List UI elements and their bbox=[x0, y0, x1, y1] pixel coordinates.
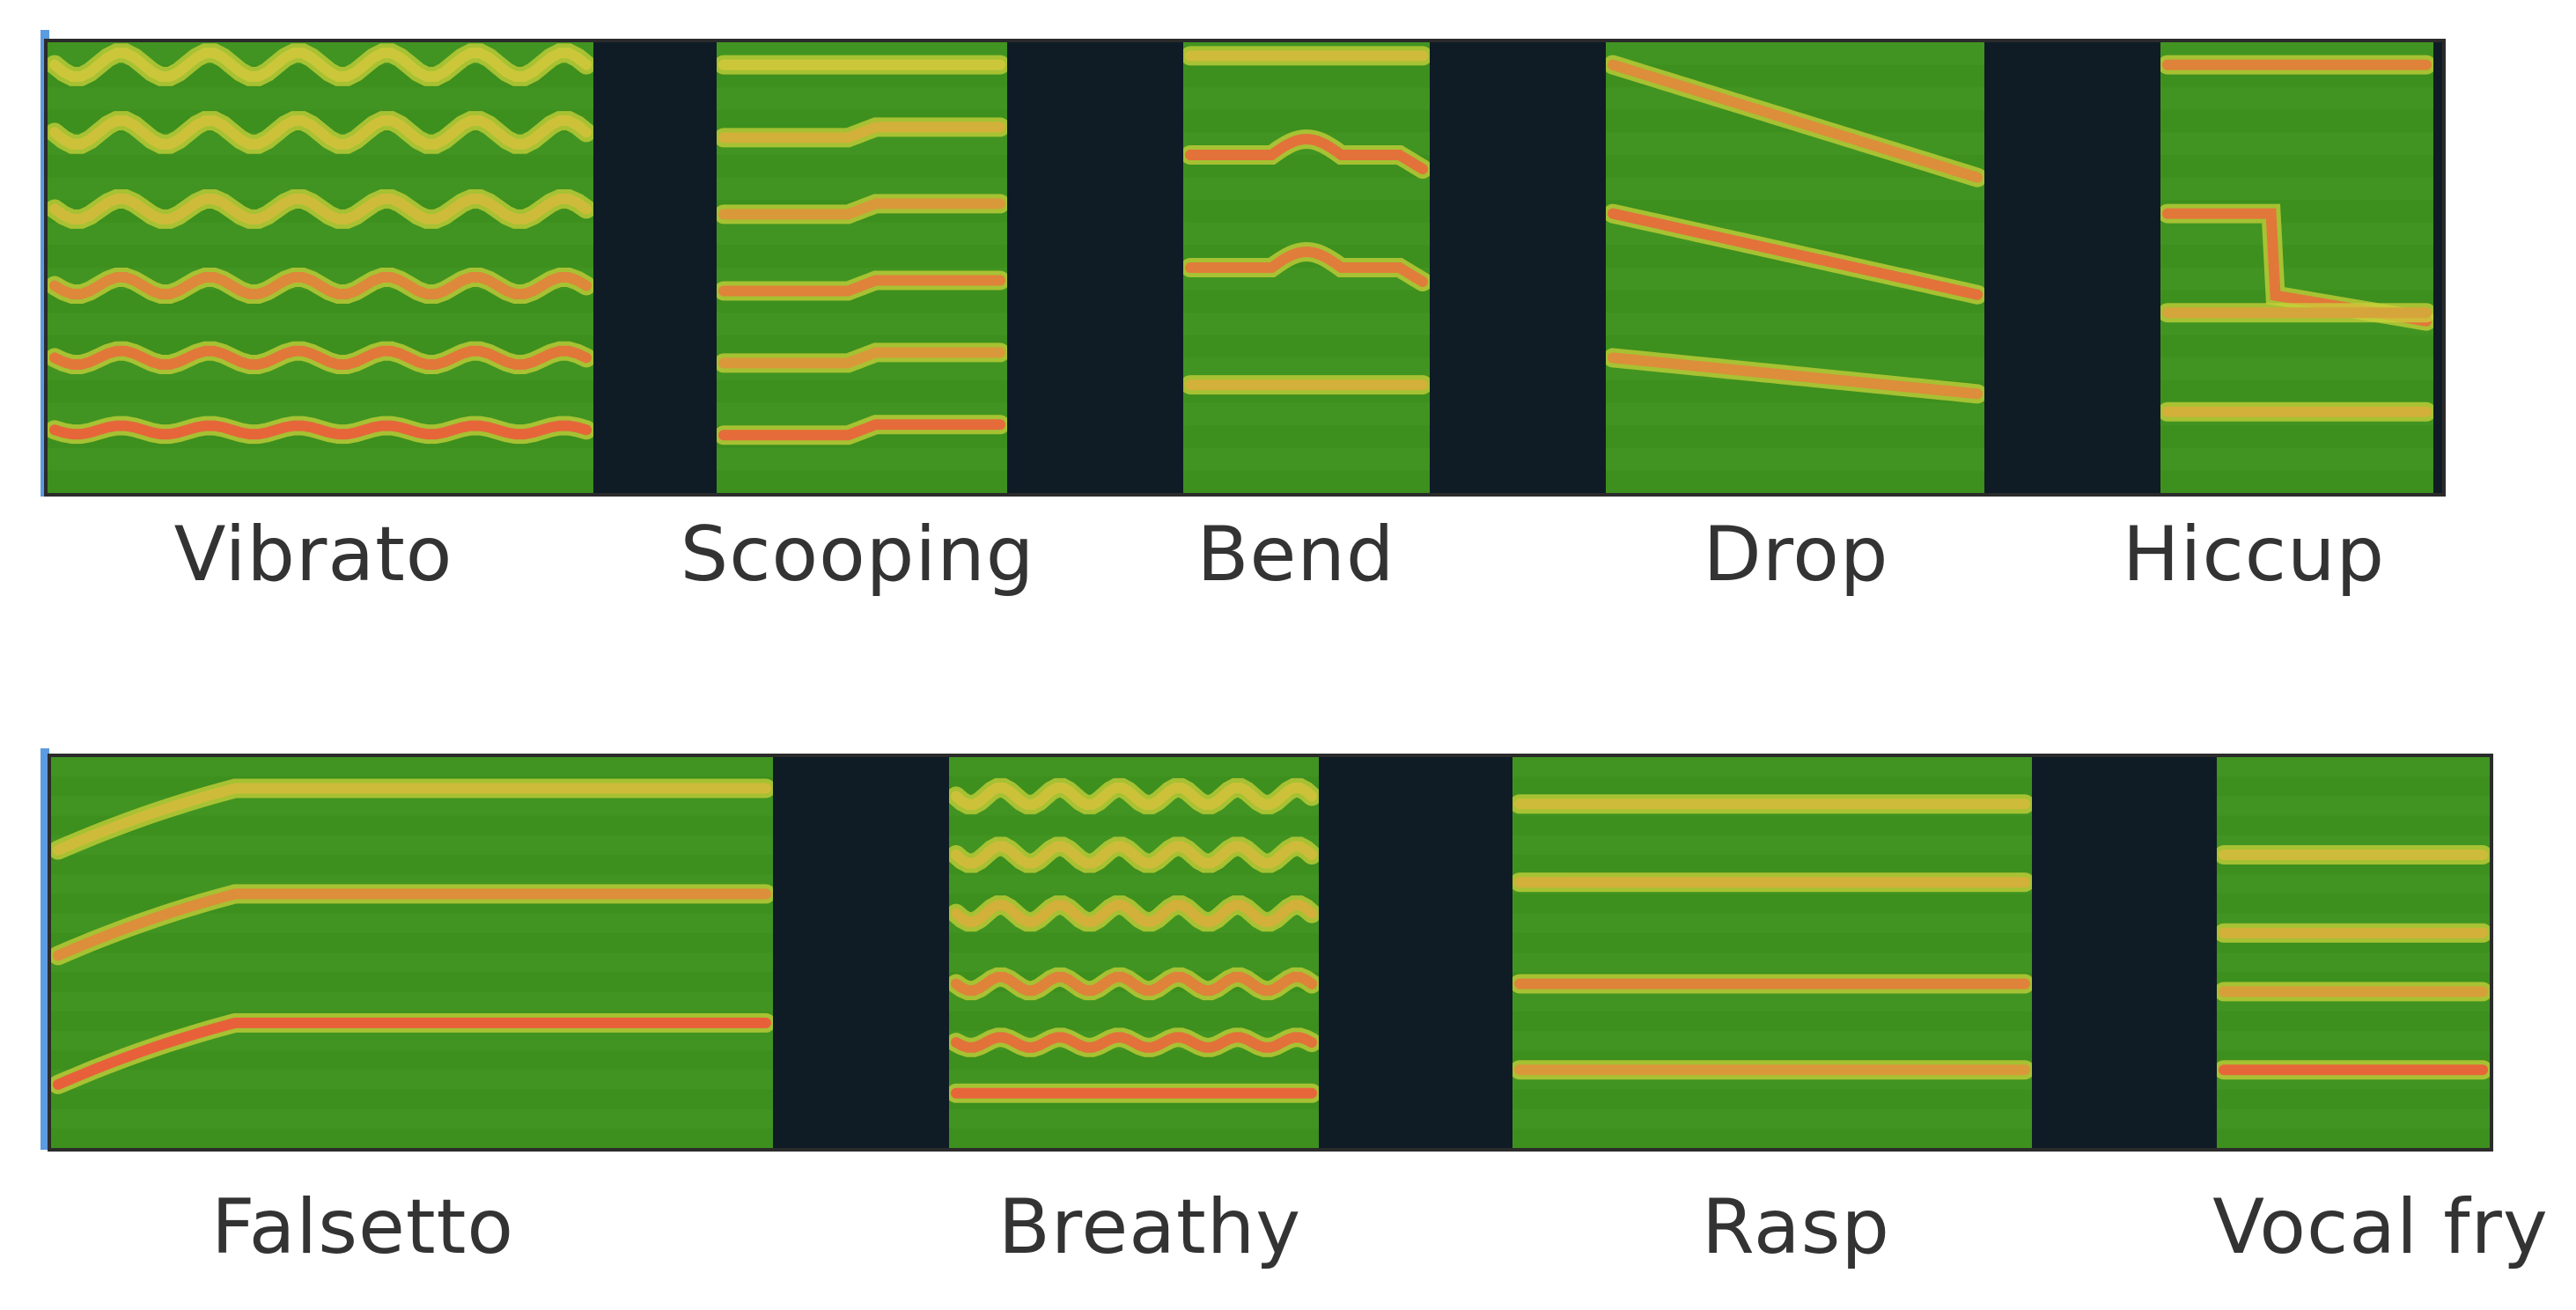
spectrogram-strip-top bbox=[48, 42, 2442, 493]
spectrogram-segment-hiccup bbox=[2160, 42, 2433, 493]
spectrogram-segment-breathy bbox=[949, 757, 1319, 1148]
label-vocal-fry: Vocal fry bbox=[2212, 1183, 2549, 1271]
label-vibrato: Vibrato bbox=[173, 511, 453, 599]
spectrogram-segment-falsetto bbox=[51, 757, 773, 1148]
label-hiccup: Hiccup bbox=[2122, 511, 2386, 599]
label-scooping: Scooping bbox=[680, 511, 1035, 599]
label-rasp: Rasp bbox=[1702, 1183, 1890, 1271]
label-breathy: Breathy bbox=[997, 1183, 1302, 1271]
label-falsetto: Falsetto bbox=[211, 1183, 514, 1271]
spectrogram-segment-rasp bbox=[1512, 757, 2032, 1148]
spectrogram-segment-vocal-fry bbox=[2217, 757, 2490, 1148]
spectrogram-segment-drop bbox=[1606, 42, 1984, 493]
accent-bar-bottom bbox=[40, 748, 49, 1150]
spectrogram-segment-vibrato bbox=[48, 42, 593, 493]
spectrogram-segment-bend bbox=[1183, 42, 1430, 493]
label-bend: Bend bbox=[1196, 511, 1395, 599]
label-drop: Drop bbox=[1703, 511, 1889, 599]
spectrogram-segment-scooping bbox=[717, 42, 1007, 493]
spectrogram-strip-bottom bbox=[51, 757, 2490, 1148]
